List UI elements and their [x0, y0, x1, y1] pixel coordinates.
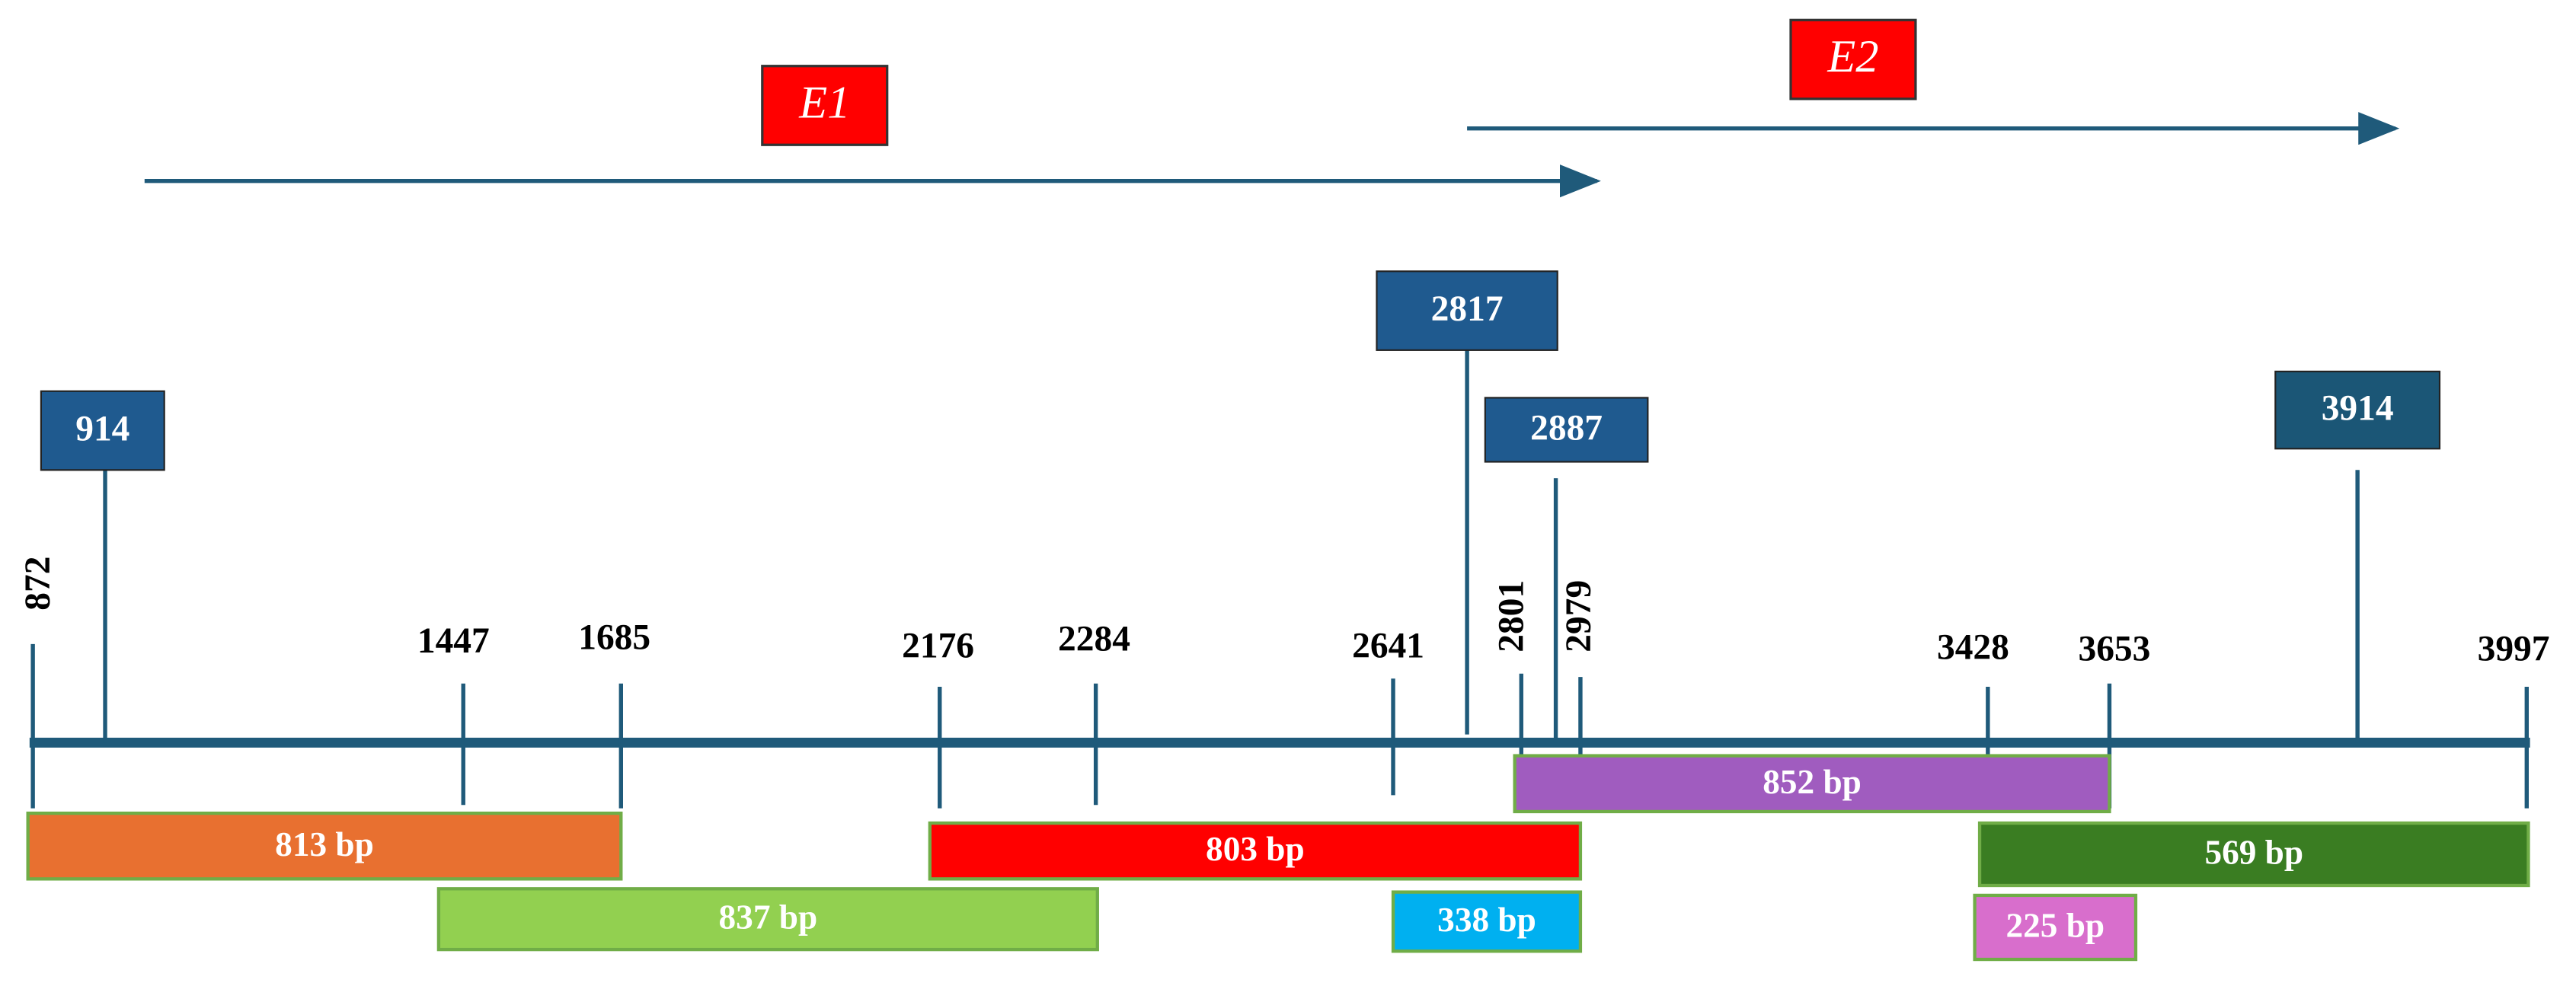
- gene-box: [1789, 18, 1917, 101]
- fragment-bar: [1391, 890, 1583, 953]
- marker-box: [40, 390, 165, 471]
- fragment-bar: [1513, 754, 2111, 814]
- tick-label: 2801: [1492, 580, 1532, 653]
- fragment-bar: [1977, 821, 2530, 888]
- fragment-label: 569 bp: [2204, 834, 2303, 872]
- fragment-bar: [928, 821, 1583, 881]
- fragment-bar: [436, 887, 1099, 952]
- marker-box: [1484, 397, 1649, 463]
- fragment-label: 837 bp: [719, 898, 818, 937]
- gene-label: E1: [798, 77, 850, 128]
- tick-label: 3653: [2078, 630, 2150, 669]
- marker-label: 914: [75, 410, 129, 449]
- marker-label: 3914: [2322, 389, 2394, 429]
- marker-box: [1376, 270, 1558, 351]
- marker-label: 2887: [1530, 409, 1603, 448]
- fragment-label: 852 bp: [1763, 763, 1862, 801]
- tick-label: 3428: [1937, 627, 2009, 667]
- tick-label: 2284: [1058, 620, 1130, 659]
- gene-label: E2: [1827, 31, 1878, 82]
- tick-label: 1685: [578, 618, 650, 658]
- tick-label: 2979: [1559, 580, 1599, 653]
- fragment-label: 225 bp: [2006, 907, 2105, 945]
- fragment-label: 338 bp: [1437, 901, 1536, 939]
- tick-label: 3997: [2478, 630, 2550, 669]
- fragment-label: 803 bp: [1206, 830, 1305, 868]
- tick-label: 2176: [902, 626, 974, 665]
- marker-box: [2274, 370, 2441, 450]
- marker-label: 2817: [1431, 289, 1504, 329]
- tick-label: 2641: [1352, 626, 1424, 665]
- tick-label: 1447: [417, 621, 490, 661]
- fragment-bar: [1973, 893, 2138, 962]
- gene-box: [761, 65, 889, 146]
- tick-label: 872: [18, 557, 58, 611]
- fragment-bar: [26, 811, 623, 881]
- fragment-label: 813 bp: [275, 825, 374, 863]
